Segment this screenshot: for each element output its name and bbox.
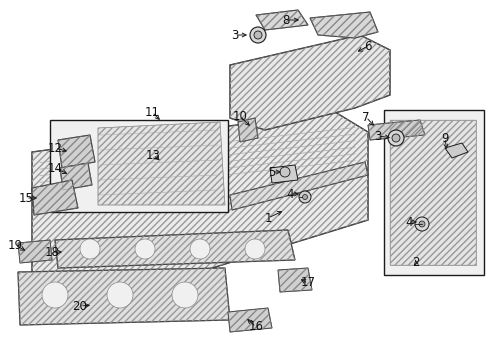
Polygon shape: [227, 308, 271, 332]
Circle shape: [418, 221, 424, 227]
Text: 5: 5: [268, 166, 275, 179]
Text: 13: 13: [145, 149, 160, 162]
Polygon shape: [256, 10, 307, 30]
Polygon shape: [60, 163, 92, 190]
Bar: [50, 120, 227, 212]
Bar: [383, 110, 483, 275]
Circle shape: [42, 282, 68, 308]
Text: 8: 8: [282, 14, 289, 27]
Polygon shape: [32, 180, 78, 215]
Text: 1: 1: [264, 212, 271, 225]
Polygon shape: [238, 118, 258, 142]
Circle shape: [80, 239, 100, 259]
Text: 7: 7: [362, 111, 369, 123]
Circle shape: [280, 167, 289, 177]
Circle shape: [253, 31, 262, 39]
Polygon shape: [367, 120, 424, 140]
Text: 17: 17: [300, 276, 315, 289]
Polygon shape: [269, 165, 297, 183]
Circle shape: [249, 27, 265, 43]
Circle shape: [391, 134, 399, 142]
Text: 16: 16: [248, 320, 263, 333]
Polygon shape: [58, 135, 95, 168]
Circle shape: [244, 239, 264, 259]
Text: 3: 3: [231, 28, 238, 41]
Polygon shape: [229, 35, 389, 130]
Polygon shape: [278, 268, 311, 292]
Circle shape: [298, 191, 310, 203]
Circle shape: [302, 194, 307, 199]
Text: 20: 20: [72, 300, 87, 312]
Polygon shape: [389, 120, 475, 265]
Circle shape: [414, 217, 428, 231]
Polygon shape: [32, 112, 367, 298]
Text: 4: 4: [405, 216, 412, 229]
Polygon shape: [98, 122, 224, 205]
Text: 18: 18: [44, 246, 60, 258]
Circle shape: [387, 130, 403, 146]
Polygon shape: [18, 268, 229, 325]
Text: 10: 10: [232, 109, 247, 122]
Text: 12: 12: [47, 141, 62, 154]
Polygon shape: [309, 12, 377, 38]
Polygon shape: [229, 162, 367, 210]
Circle shape: [107, 282, 133, 308]
Circle shape: [172, 282, 198, 308]
Polygon shape: [18, 240, 52, 263]
Text: 19: 19: [7, 239, 22, 252]
Text: 3: 3: [373, 130, 381, 143]
Text: 9: 9: [440, 131, 448, 144]
Text: 2: 2: [411, 256, 419, 270]
Polygon shape: [444, 143, 467, 158]
Text: 14: 14: [47, 162, 62, 175]
Text: 11: 11: [144, 105, 159, 118]
Circle shape: [135, 239, 155, 259]
Text: 4: 4: [285, 188, 293, 201]
Circle shape: [190, 239, 209, 259]
Text: 6: 6: [364, 40, 371, 53]
Polygon shape: [55, 230, 294, 268]
Text: 15: 15: [19, 192, 33, 204]
